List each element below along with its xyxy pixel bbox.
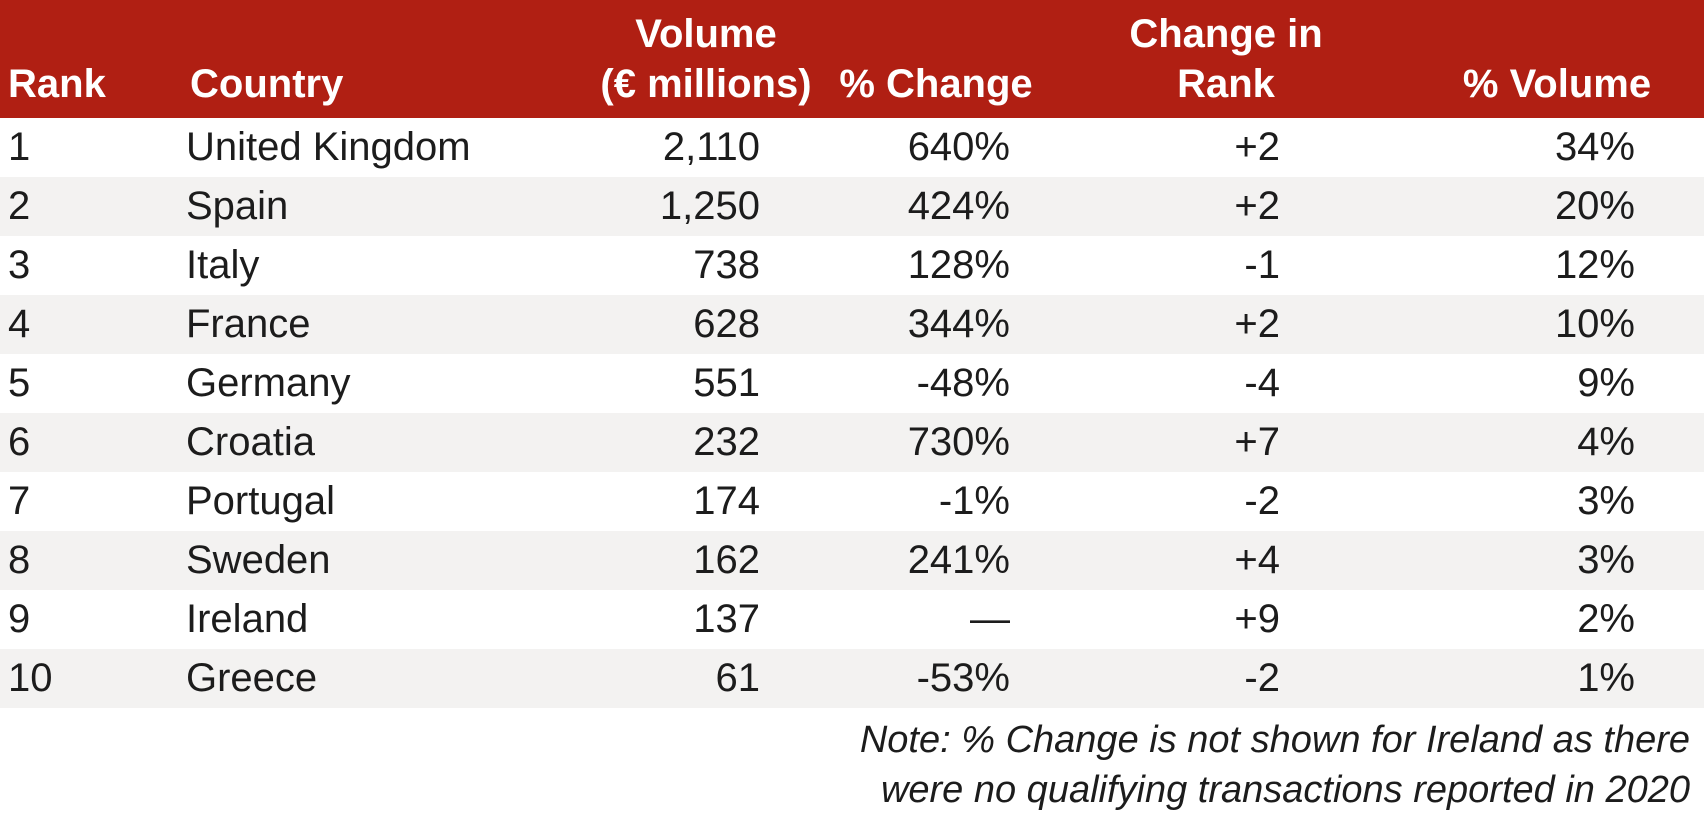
cell-change-in-rank: +2 (1042, 295, 1410, 354)
cell-country: Spain (182, 177, 582, 236)
table-row: 8 Sweden 162 241% +4 3% (0, 531, 1704, 590)
cell-change-in-rank: -1 (1042, 236, 1410, 295)
cell-rank: 6 (0, 413, 182, 472)
cell-change-in-rank: -4 (1042, 354, 1410, 413)
column-header-label: % Volume (1462, 62, 1652, 106)
column-header-label: Rank (8, 62, 106, 106)
column-header-label: % Change (839, 62, 1033, 106)
cell-country: Portugal (182, 472, 582, 531)
column-header-country: Country (182, 0, 582, 118)
header-row: Rank Country Volume (€ millions) % Chang… (0, 0, 1704, 118)
cell-country: Greece (182, 649, 582, 708)
cell-pct-change: — (830, 590, 1042, 649)
footnote: Note: % Change is not shown for Ireland … (0, 708, 1704, 815)
column-header-label-line1: Change in (1129, 12, 1323, 56)
cell-rank: 1 (0, 118, 182, 177)
cell-volume: 174 (582, 472, 830, 531)
cell-rank: 3 (0, 236, 182, 295)
column-header-label-line2: (€ millions) (600, 62, 812, 106)
table-row: 2 Spain 1,250 424% +2 20% (0, 177, 1704, 236)
cell-volume: 551 (582, 354, 830, 413)
cell-volume: 2,110 (582, 118, 830, 177)
column-header-label-line1: Volume (635, 12, 777, 56)
column-header-label: Country (190, 62, 344, 106)
cell-pct-volume: 10% (1410, 295, 1704, 354)
cell-country: Ireland (182, 590, 582, 649)
cell-pct-change: -1% (830, 472, 1042, 531)
cell-change-in-rank: +2 (1042, 118, 1410, 177)
table-header: Rank Country Volume (€ millions) % Chang… (0, 0, 1704, 118)
table-row: 3 Italy 738 128% -1 12% (0, 236, 1704, 295)
footnote-line-1: Note: % Change is not shown for Ireland … (859, 719, 1690, 761)
table-body: 1 United Kingdom 2,110 640% +2 34% 2 Spa… (0, 118, 1704, 708)
country-ranking-table: Rank Country Volume (€ millions) % Chang… (0, 0, 1704, 708)
column-header-pct-volume: % Volume (1410, 0, 1704, 118)
column-header-rank: Rank (0, 0, 182, 118)
cell-pct-change: 730% (830, 413, 1042, 472)
cell-country: France (182, 295, 582, 354)
table-row: 7 Portugal 174 -1% -2 3% (0, 472, 1704, 531)
cell-pct-volume: 2% (1410, 590, 1704, 649)
table-row: 4 France 628 344% +2 10% (0, 295, 1704, 354)
cell-rank: 9 (0, 590, 182, 649)
cell-pct-change: 344% (830, 295, 1042, 354)
cell-change-in-rank: +4 (1042, 531, 1410, 590)
cell-volume: 61 (582, 649, 830, 708)
column-header-change-in-rank: Change in Rank (1042, 0, 1410, 118)
cell-rank: 10 (0, 649, 182, 708)
cell-pct-change: 424% (830, 177, 1042, 236)
cell-pct-volume: 3% (1410, 472, 1704, 531)
cell-pct-volume: 4% (1410, 413, 1704, 472)
cell-change-in-rank: -2 (1042, 649, 1410, 708)
cell-change-in-rank: +9 (1042, 590, 1410, 649)
cell-pct-volume: 20% (1410, 177, 1704, 236)
cell-country: Germany (182, 354, 582, 413)
cell-volume: 738 (582, 236, 830, 295)
column-header-pct-change: % Change (830, 0, 1042, 118)
table-row: 5 Germany 551 -48% -4 9% (0, 354, 1704, 413)
cell-pct-change: 241% (830, 531, 1042, 590)
cell-country: Italy (182, 236, 582, 295)
table-row: 10 Greece 61 -53% -2 1% (0, 649, 1704, 708)
cell-country: Sweden (182, 531, 582, 590)
cell-change-in-rank: -2 (1042, 472, 1410, 531)
cell-rank: 2 (0, 177, 182, 236)
cell-pct-volume: 12% (1410, 236, 1704, 295)
cell-pct-volume: 3% (1410, 531, 1704, 590)
cell-pct-change: -53% (830, 649, 1042, 708)
cell-country: Croatia (182, 413, 582, 472)
cell-pct-change: 640% (830, 118, 1042, 177)
cell-rank: 8 (0, 531, 182, 590)
cell-country: United Kingdom (182, 118, 582, 177)
cell-change-in-rank: +7 (1042, 413, 1410, 472)
cell-volume: 232 (582, 413, 830, 472)
cell-rank: 4 (0, 295, 182, 354)
cell-rank: 5 (0, 354, 182, 413)
table-row: 1 United Kingdom 2,110 640% +2 34% (0, 118, 1704, 177)
cell-volume: 162 (582, 531, 830, 590)
cell-change-in-rank: +2 (1042, 177, 1410, 236)
table-row: 9 Ireland 137 — +9 2% (0, 590, 1704, 649)
cell-pct-change: 128% (830, 236, 1042, 295)
column-header-volume: Volume (€ millions) (582, 0, 830, 118)
cell-pct-volume: 9% (1410, 354, 1704, 413)
table-row: 6 Croatia 232 730% +7 4% (0, 413, 1704, 472)
cell-volume: 137 (582, 590, 830, 649)
footnote-line-2: were no qualifying transactions reported… (880, 769, 1690, 811)
cell-pct-change: -48% (830, 354, 1042, 413)
cell-pct-volume: 34% (1410, 118, 1704, 177)
cell-volume: 628 (582, 295, 830, 354)
cell-pct-volume: 1% (1410, 649, 1704, 708)
cell-volume: 1,250 (582, 177, 830, 236)
column-header-label-line2: Rank (1177, 62, 1275, 106)
cell-rank: 7 (0, 472, 182, 531)
